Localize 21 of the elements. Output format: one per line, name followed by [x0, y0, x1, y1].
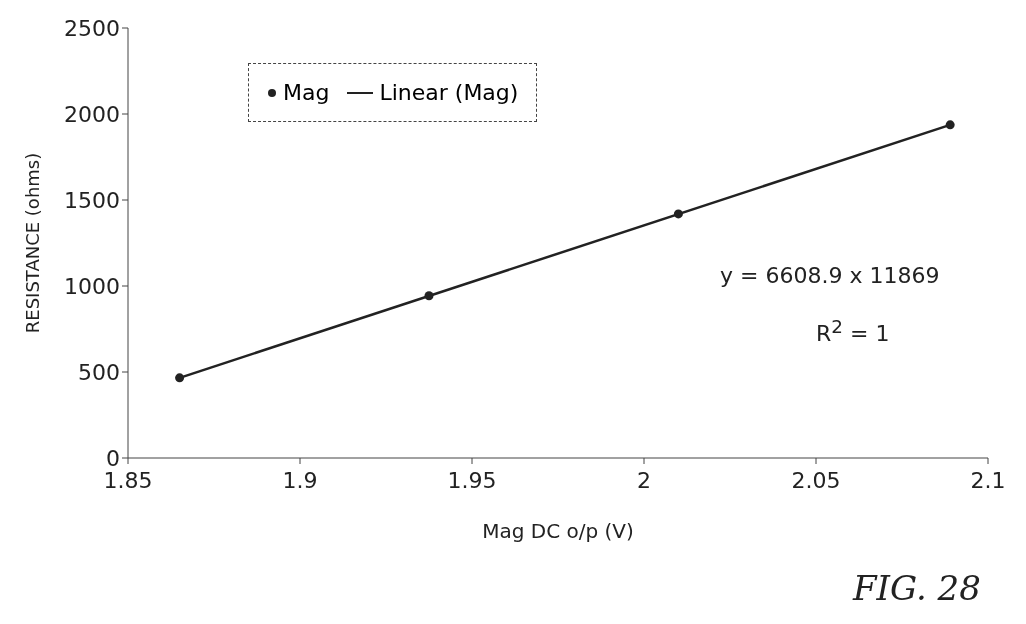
point: [175, 373, 185, 383]
x-tick-label: 1.9: [282, 467, 318, 493]
annotation: y = 6608.9 x 11869: [720, 263, 940, 288]
y-tick-label: 2500: [64, 15, 120, 41]
y-axis-title: RESISTANCE (ohms): [22, 152, 44, 334]
point: [945, 120, 955, 130]
y-tick-label: 1500: [64, 187, 120, 213]
x-tick-label: 2: [637, 467, 651, 493]
x-tick-label: 2.05: [791, 467, 841, 493]
legend-label: Linear (Mag): [379, 80, 519, 105]
legend-label: Mag: [283, 80, 330, 105]
point: [673, 209, 683, 219]
x-tick-label: 2.1: [970, 467, 1006, 493]
y-tick-label: 1000: [64, 273, 120, 299]
y-tick-label: 2000: [64, 101, 120, 127]
annotation: R$^{2}$ = 1: [816, 316, 890, 347]
caption: FIG. 28: [853, 568, 981, 608]
y-tick-label: 500: [78, 359, 120, 385]
x-tick-label: 1.95: [447, 467, 497, 493]
x-axis-title: Mag DC o/p (V): [482, 519, 634, 543]
point: [424, 291, 434, 301]
